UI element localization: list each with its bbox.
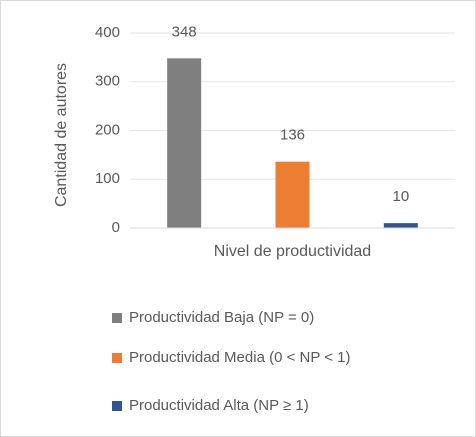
data-label: 348: [172, 23, 197, 40]
y-axis-label: Cantidad de autores: [53, 63, 70, 207]
y-tick-label: 300: [95, 73, 120, 90]
bar: [383, 223, 418, 228]
legend-label: Productividad Baja (NP = 0): [129, 309, 314, 326]
data-label: 136: [280, 127, 305, 144]
legend-label: Productividad Alta (NP ≥ 1): [129, 397, 309, 414]
bar: [167, 58, 202, 228]
bar: [275, 161, 310, 228]
legend-swatch: [112, 353, 122, 363]
legend-label: Productividad Media (0 < NP < 1): [129, 349, 351, 366]
x-tick-label: Nivel de productividad: [214, 243, 371, 260]
y-tick-label: 100: [95, 170, 120, 187]
legend-swatch: [112, 313, 122, 323]
y-tick-label: 400: [95, 24, 120, 41]
y-tick-label: 200: [95, 121, 120, 138]
data-label: 10: [392, 188, 409, 205]
y-tick-label: 0: [112, 219, 120, 236]
legend-swatch: [112, 401, 122, 411]
